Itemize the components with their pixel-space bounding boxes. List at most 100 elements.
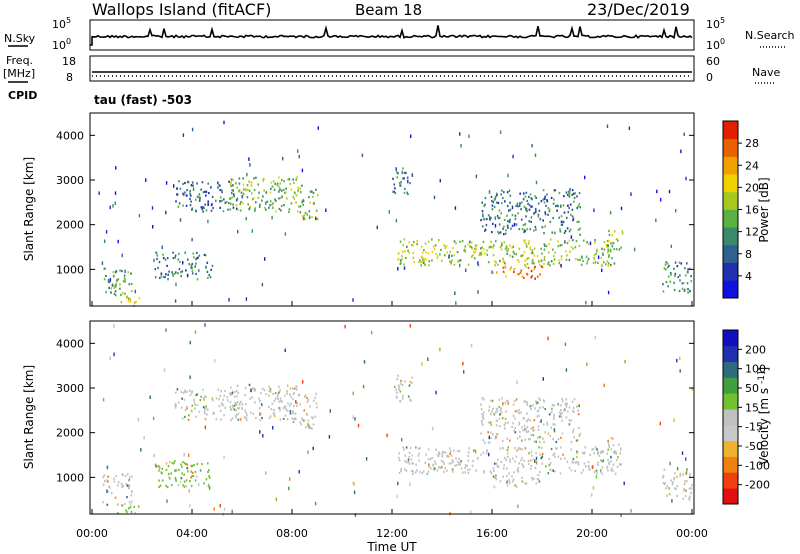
echo-cell (274, 392, 277, 395)
echo-cell (539, 406, 541, 409)
echo-cell (176, 388, 179, 391)
echo-cell (516, 380, 518, 384)
echo-cell (185, 479, 188, 482)
echo-cell (523, 205, 526, 208)
echo-cell (491, 231, 493, 234)
echo-cell (553, 452, 556, 455)
echo-cell (488, 405, 491, 408)
echo-cell (161, 245, 163, 250)
echo-cell (537, 425, 540, 428)
echo-cell (461, 240, 464, 243)
echo-cell (174, 476, 177, 480)
echo-cell (515, 455, 518, 458)
echo-cell (434, 244, 437, 247)
echo-cell (186, 405, 188, 408)
echo-cell (559, 446, 562, 449)
echo-cell (233, 408, 236, 411)
echo-cell (434, 462, 437, 465)
echo-cell (172, 257, 175, 260)
echo-cell (271, 402, 274, 405)
colorbar-frame (722, 329, 739, 505)
echo-cell (248, 208, 250, 211)
echo-cell (308, 196, 310, 199)
echo-cell (237, 412, 240, 415)
echo-cell (407, 179, 409, 184)
echo-cell (409, 446, 412, 449)
echo-cell (593, 258, 596, 261)
echo-cell (603, 261, 605, 264)
echo-cell (667, 275, 670, 278)
echo-cell (534, 277, 536, 280)
echo-cell (514, 447, 516, 450)
echo-cell (552, 423, 555, 426)
echo-cell (573, 410, 575, 414)
echo-cell (283, 191, 286, 194)
echo-cell (527, 257, 530, 260)
echo-cell (562, 453, 564, 456)
echo-cell (113, 480, 116, 483)
echo-cell (673, 476, 676, 479)
echo-cell (536, 255, 539, 258)
echo-cell (439, 466, 441, 470)
echo-cell (406, 245, 408, 248)
echo-cell (568, 406, 571, 409)
echo-cell (236, 186, 238, 189)
echo-cell (529, 419, 531, 422)
echo-cell (168, 476, 171, 479)
echo-cell (199, 469, 202, 472)
echo-cell (279, 187, 281, 192)
echo-cell (529, 248, 531, 251)
echo-cell (597, 452, 599, 455)
echo-cell (585, 300, 587, 305)
echo-cell (182, 261, 184, 265)
echo-cell (191, 475, 193, 478)
echo-cell (509, 267, 512, 271)
echo-cell (495, 433, 498, 436)
echo-cell (593, 208, 595, 212)
echo-cell (506, 480, 508, 483)
velocity-x-ticks: 00:00 04:00 08:00 12:00 16:00 20:00 00:00 (76, 301, 708, 540)
echo-cell (285, 407, 287, 410)
echo-cell (283, 405, 286, 409)
echo-cell (522, 429, 524, 432)
echo-cell (566, 402, 568, 405)
echo-cell (191, 266, 193, 269)
echo-cell (504, 262, 506, 265)
echo-cell (184, 191, 186, 194)
echo-cell (301, 168, 304, 173)
echo-cell (492, 254, 495, 257)
echo-cell (624, 359, 626, 364)
echo-cell (174, 404, 177, 407)
echo-cell (570, 213, 572, 216)
echo-cell (221, 199, 223, 202)
echo-cell (222, 210, 225, 213)
echo-cell (565, 368, 568, 372)
echo-cell (536, 401, 538, 404)
echo-cell (115, 282, 118, 285)
echo-cell (503, 225, 505, 228)
echo-cell (559, 244, 562, 247)
echo-cell (312, 399, 315, 402)
echo-cell (508, 220, 511, 223)
echo-cell (447, 455, 450, 458)
echo-cell (534, 207, 537, 211)
echo-cell (578, 426, 580, 429)
echo-cell (487, 441, 490, 444)
echo-cell (242, 192, 245, 195)
echo-cell (421, 251, 424, 254)
echo-cell (260, 412, 262, 415)
echo-cell (388, 210, 390, 214)
y-tick-label: 2000 (56, 427, 84, 440)
echo-cell (565, 250, 567, 253)
echo-cell (667, 266, 669, 269)
echo-cell (238, 177, 241, 180)
echo-cell (128, 507, 130, 510)
echo-cell (501, 244, 503, 247)
echo-cell (525, 265, 527, 268)
echo-cell (528, 452, 530, 455)
echo-cell (557, 240, 559, 243)
echo-cell (575, 258, 577, 261)
echo-cell (512, 414, 515, 417)
echo-cell (188, 414, 190, 417)
echo-cell (526, 419, 528, 423)
